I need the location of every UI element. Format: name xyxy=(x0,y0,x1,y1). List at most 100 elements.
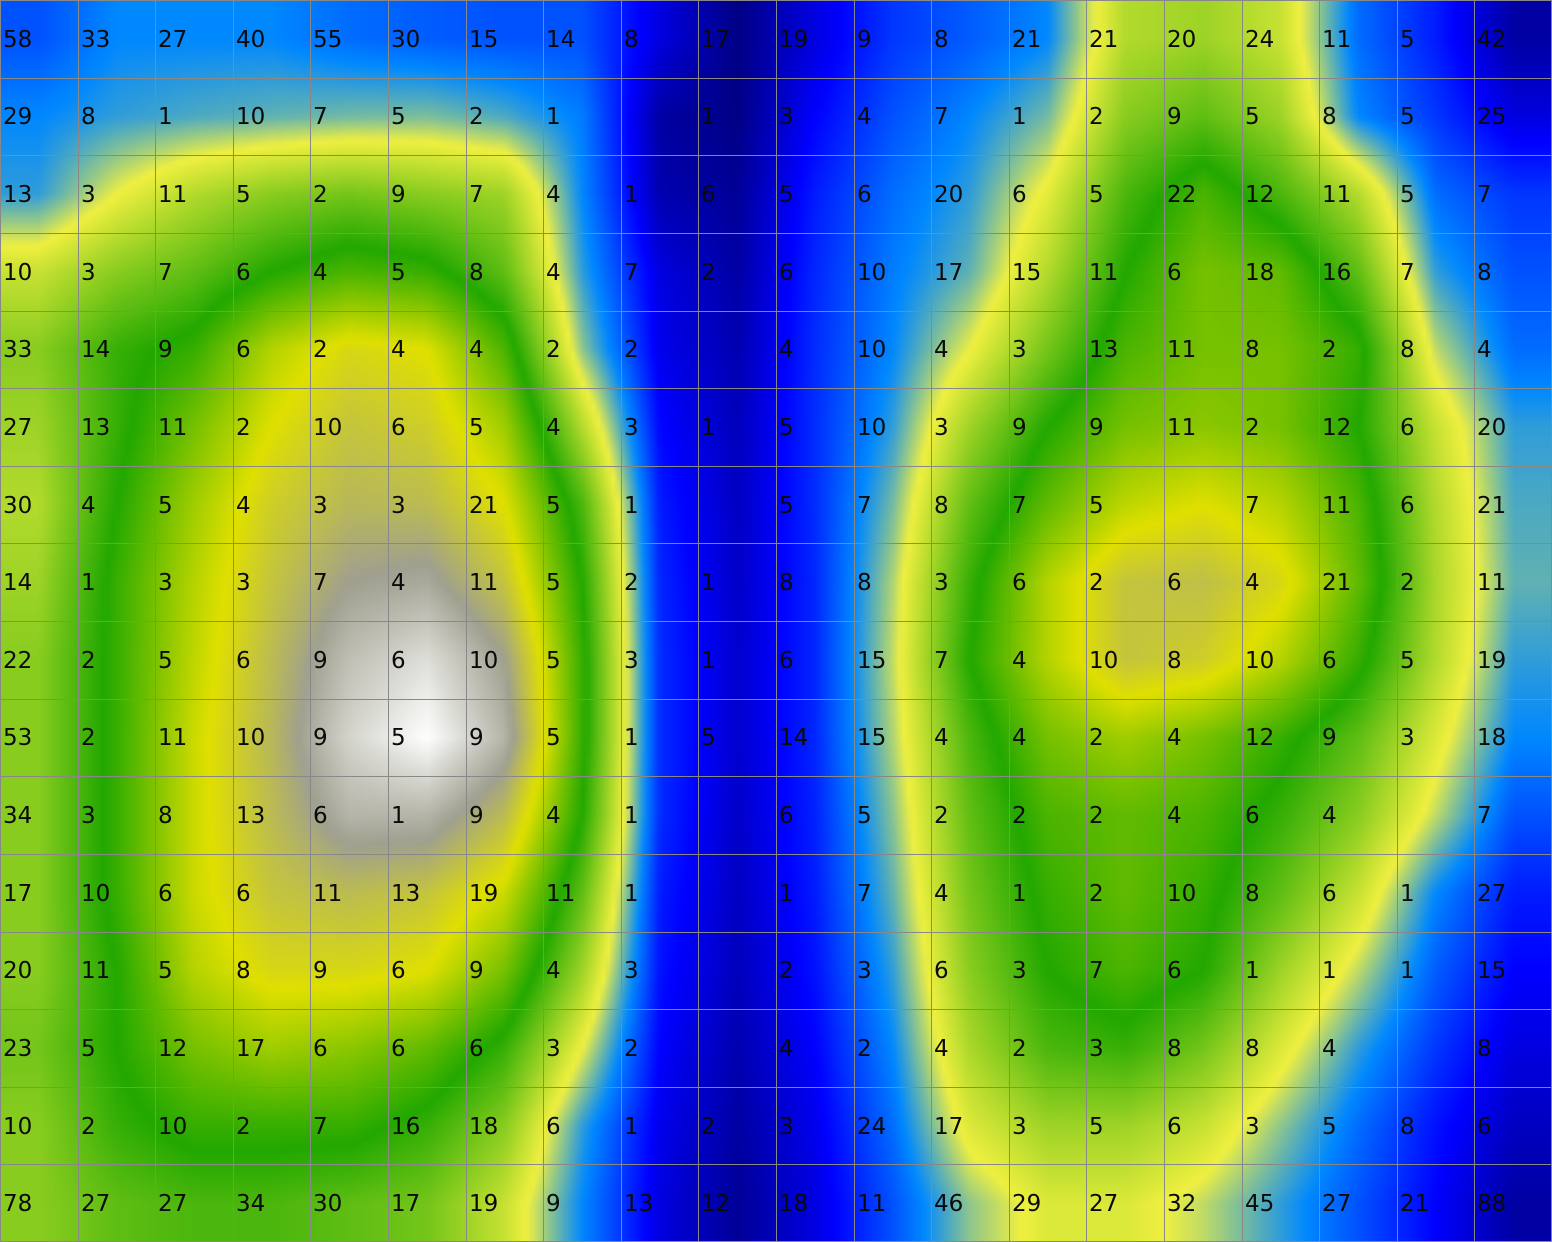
cell-value-label: 4 xyxy=(779,1036,794,1062)
cell-value-label: 19 xyxy=(1477,648,1506,674)
cell-value-label: 11 xyxy=(81,958,110,984)
cell-value-label: 34 xyxy=(3,803,32,829)
cell-value-label: 5 xyxy=(158,958,173,984)
cell-value-label: 4 xyxy=(546,803,561,829)
cell-value-label: 58 xyxy=(3,27,32,53)
cell-value-label: 1 xyxy=(1322,958,1337,984)
cell-value-label: 53 xyxy=(3,725,32,751)
cell-value-label: 6 xyxy=(1012,570,1027,596)
cell-value-label: 32 xyxy=(1167,1191,1196,1217)
cell-value-label: 2 xyxy=(1012,803,1027,829)
cell-value-label: 6 xyxy=(158,881,173,907)
cell-value-label: 11 xyxy=(313,881,342,907)
cell-value-label: 8 xyxy=(236,958,251,984)
cell-value-label: 3 xyxy=(1012,337,1027,363)
cell-value-label: 10 xyxy=(236,104,265,130)
cell-value-label: 10 xyxy=(1167,881,1196,907)
cell-value-label: 12 xyxy=(1322,415,1351,441)
cell-value-label: 4 xyxy=(857,104,872,130)
cell-value-label: 18 xyxy=(1477,725,1506,751)
cell-value-label: 3 xyxy=(1400,725,1415,751)
cell-value-label: 2 xyxy=(1089,881,1104,907)
cell-value-label: 11 xyxy=(1477,570,1506,596)
cell-value-label: 8 xyxy=(779,570,794,596)
cell-value-label: 5 xyxy=(391,260,406,286)
cell-value-label: 4 xyxy=(934,725,949,751)
cell-value-label: 2 xyxy=(1089,803,1104,829)
cell-value-label: 1 xyxy=(701,570,716,596)
cell-value-label: 10 xyxy=(313,415,342,441)
cell-value-label: 29 xyxy=(1012,1191,1041,1217)
cell-value-label: 15 xyxy=(1477,958,1506,984)
cell-value-label: 6 xyxy=(1322,881,1337,907)
cell-value-label: 6 xyxy=(1322,648,1337,674)
cell-value-label: 6 xyxy=(236,648,251,674)
cell-value-label: 45 xyxy=(1245,1191,1274,1217)
cell-value-label: 1 xyxy=(624,1114,639,1140)
cell-value-label: 2 xyxy=(81,725,96,751)
cell-value-label: 33 xyxy=(81,27,110,53)
cell-value-label: 3 xyxy=(546,1036,561,1062)
cell-value-label: 4 xyxy=(546,182,561,208)
cell-value-label: 27 xyxy=(3,415,32,441)
cell-value-label: 9 xyxy=(857,27,872,53)
cell-value-label: 15 xyxy=(857,725,886,751)
cell-value-label: 1 xyxy=(1400,958,1415,984)
cell-value-label: 14 xyxy=(779,725,808,751)
cell-value-label: 2 xyxy=(81,1114,96,1140)
cell-value-label: 8 xyxy=(469,260,484,286)
cell-value-label: 3 xyxy=(934,415,949,441)
cell-value-label: 7 xyxy=(934,104,949,130)
cell-value-label: 5 xyxy=(1089,493,1104,519)
cell-value-label: 2 xyxy=(1089,725,1104,751)
cell-value-label: 2 xyxy=(1089,104,1104,130)
cell-value-label: 11 xyxy=(158,415,187,441)
cell-value-label: 9 xyxy=(391,182,406,208)
cell-value-label: 5 xyxy=(857,803,872,829)
cell-value-label: 19 xyxy=(469,881,498,907)
cell-value-label: 4 xyxy=(1167,803,1182,829)
cell-value-label: 4 xyxy=(934,881,949,907)
cell-value-label: 11 xyxy=(158,725,187,751)
cell-value-label: 7 xyxy=(857,881,872,907)
cell-value-label: 3 xyxy=(1012,1114,1027,1140)
cell-value-label: 4 xyxy=(391,337,406,363)
cell-value-label: 4 xyxy=(546,260,561,286)
cell-value-label: 8 xyxy=(81,104,96,130)
cell-value-label: 3 xyxy=(779,1114,794,1140)
cell-value-label: 11 xyxy=(1322,27,1351,53)
cell-value-label: 9 xyxy=(469,803,484,829)
cell-value-label: 6 xyxy=(779,803,794,829)
cell-value-label: 6 xyxy=(391,648,406,674)
cell-value-label: 11 xyxy=(1167,337,1196,363)
cell-value-label: 14 xyxy=(81,337,110,363)
cell-value-label: 27 xyxy=(81,1191,110,1217)
cell-value-label: 5 xyxy=(1089,182,1104,208)
cell-value-label: 1 xyxy=(1012,104,1027,130)
cell-value-label: 27 xyxy=(158,27,187,53)
cell-value-label: 5 xyxy=(779,415,794,441)
cell-value-label: 6 xyxy=(1167,1114,1182,1140)
cell-value-label: 19 xyxy=(779,27,808,53)
cell-value-label: 12 xyxy=(158,1036,187,1062)
cell-value-label: 2 xyxy=(624,570,639,596)
cell-value-label: 78 xyxy=(3,1191,32,1217)
cell-value-label: 8 xyxy=(1167,1036,1182,1062)
cell-value-label: 30 xyxy=(3,493,32,519)
cell-value-label: 20 xyxy=(934,182,963,208)
cell-value-label: 24 xyxy=(1245,27,1274,53)
cell-value-label: 6 xyxy=(857,182,872,208)
cell-value-label: 9 xyxy=(313,958,328,984)
cell-value-label: 11 xyxy=(1167,415,1196,441)
cell-value-label: 1 xyxy=(391,803,406,829)
cell-value-label: 3 xyxy=(236,570,251,596)
cell-value-label: 7 xyxy=(624,260,639,286)
cell-value-label: 1 xyxy=(701,648,716,674)
cell-value-label: 6 xyxy=(779,648,794,674)
cell-value-label: 3 xyxy=(857,958,872,984)
cell-value-label: 3 xyxy=(1089,1036,1104,1062)
cell-value-label: 11 xyxy=(1322,493,1351,519)
cell-value-label: 22 xyxy=(3,648,32,674)
cell-value-label: 8 xyxy=(1245,1036,1260,1062)
